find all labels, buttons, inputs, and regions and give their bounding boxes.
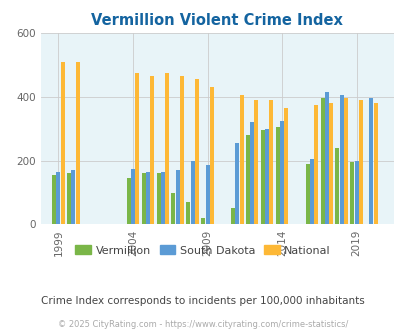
Bar <box>52 175 56 224</box>
Bar <box>61 62 64 224</box>
Bar <box>320 98 324 224</box>
Bar <box>350 162 354 224</box>
Bar <box>335 148 339 224</box>
Text: Crime Index corresponds to incidents per 100,000 inhabitants: Crime Index corresponds to incidents per… <box>41 296 364 306</box>
Bar <box>343 98 347 224</box>
Bar <box>205 165 209 224</box>
Bar <box>171 192 175 224</box>
Bar <box>179 76 183 224</box>
Legend: Vermillion, South Dakota, National: Vermillion, South Dakota, National <box>71 241 334 260</box>
Bar <box>194 79 198 224</box>
Bar <box>186 202 190 224</box>
Bar <box>67 173 71 224</box>
Bar <box>175 170 179 224</box>
Bar <box>373 103 377 224</box>
Bar <box>126 178 130 224</box>
Bar <box>230 209 234 224</box>
Text: © 2025 CityRating.com - https://www.cityrating.com/crime-statistics/: © 2025 CityRating.com - https://www.city… <box>58 320 347 329</box>
Bar <box>145 172 149 224</box>
Bar <box>164 73 168 224</box>
Bar <box>264 129 269 224</box>
Bar <box>369 98 373 224</box>
Bar <box>239 95 243 224</box>
Bar <box>284 108 288 224</box>
Bar <box>160 172 164 224</box>
Bar <box>235 143 239 224</box>
Bar <box>324 92 328 224</box>
Bar <box>249 122 254 224</box>
Bar <box>305 164 309 224</box>
Bar <box>150 76 154 224</box>
Bar <box>245 135 249 224</box>
Bar <box>254 100 258 224</box>
Bar <box>313 105 317 224</box>
Bar <box>339 95 343 224</box>
Bar <box>156 173 160 224</box>
Bar <box>269 100 273 224</box>
Bar <box>141 173 145 224</box>
Bar <box>279 121 284 224</box>
Bar <box>75 62 79 224</box>
Bar <box>56 172 60 224</box>
Bar <box>275 127 279 224</box>
Bar <box>354 161 358 224</box>
Bar <box>209 87 213 224</box>
Bar <box>309 159 313 224</box>
Bar <box>358 100 362 224</box>
Bar <box>328 103 332 224</box>
Bar <box>201 218 205 224</box>
Title: Vermillion Violent Crime Index: Vermillion Violent Crime Index <box>91 13 342 28</box>
Bar <box>71 170 75 224</box>
Bar <box>135 73 139 224</box>
Bar <box>260 130 264 224</box>
Bar <box>131 169 135 224</box>
Bar <box>190 161 194 224</box>
